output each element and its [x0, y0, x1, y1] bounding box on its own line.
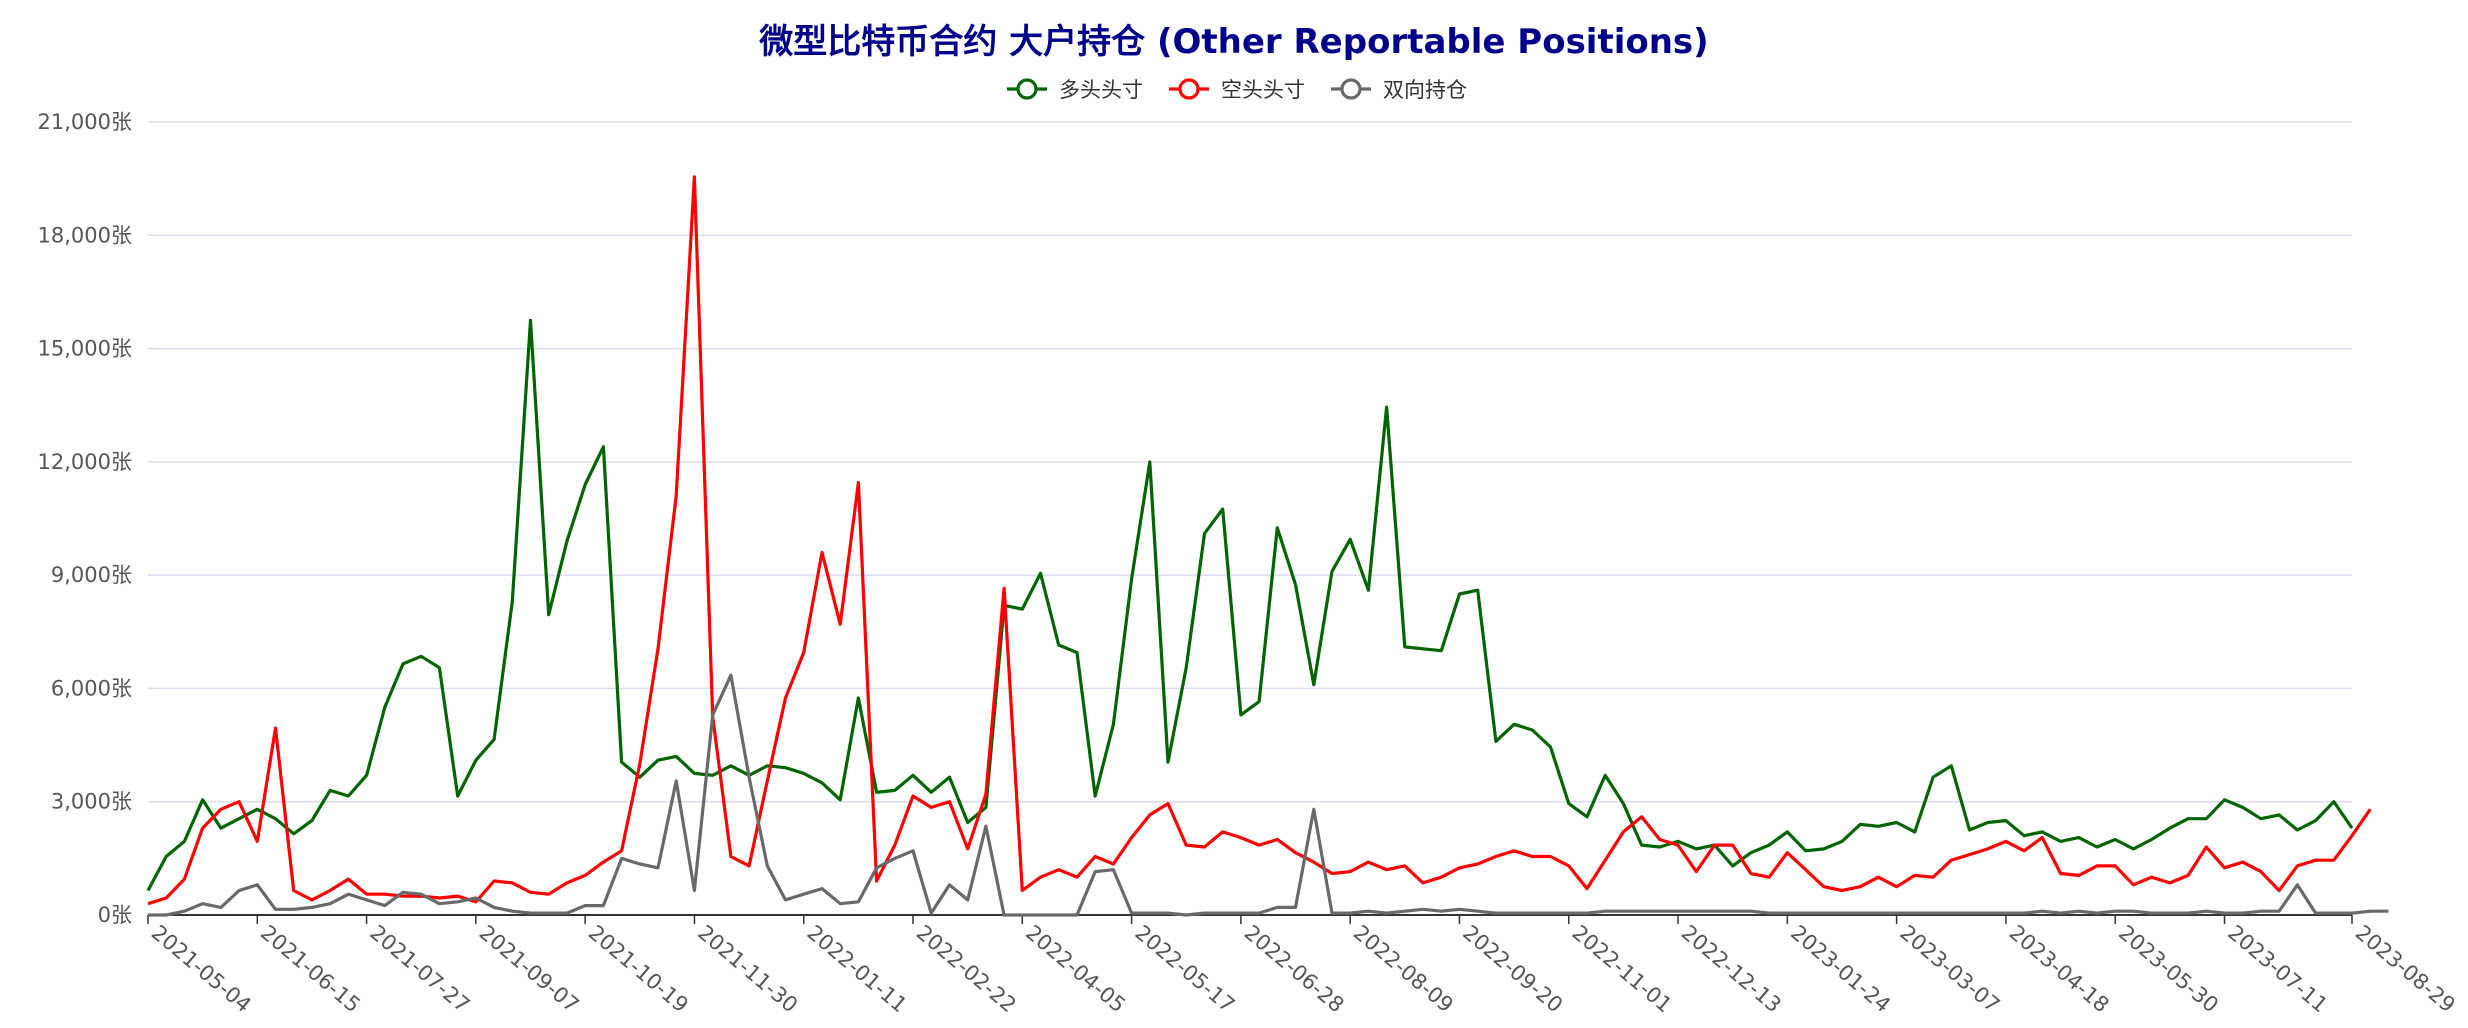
legend-item-1[interactable]: 多头头寸	[1007, 78, 1143, 102]
series-line-3	[148, 673, 2389, 917]
grid-layer	[148, 121, 2352, 916]
x-tick-label: 2023-08-29	[2351, 920, 2460, 1017]
y-axis: 0张 3,000张 6,000张 9,000张 12,000张 15,000张 18,000…	[38, 110, 132, 927]
legend-item-3[interactable]: 双向持仓	[1331, 78, 1467, 102]
x-tick-label: 2021-10-19	[584, 920, 693, 1017]
y-tick-label: 21,000张	[38, 110, 132, 134]
series-line-2	[147, 175, 2372, 906]
chart-title: 微型比特币合约 大户持仓 (Other Reportable Positions…	[759, 22, 1709, 62]
y-tick-label: 3,000张	[51, 790, 132, 814]
series-layer	[146, 175, 2389, 917]
y-tick-label: 12,000张	[38, 450, 132, 474]
x-tick-label: 2022-01-11	[803, 920, 912, 1017]
y-tick-label: 6,000张	[51, 676, 132, 700]
x-tick-label: 2022-08-09	[1349, 920, 1458, 1017]
x-tick-label: 2022-05-17	[1130, 920, 1239, 1017]
x-tick-label: 2021-09-07	[475, 920, 584, 1017]
x-tick-label: 2021-11-30	[693, 920, 802, 1017]
y-tick-label: 0张	[98, 903, 132, 927]
x-tick-label: 2022-09-20	[1458, 920, 1567, 1017]
legend-label: 空头头寸	[1221, 78, 1305, 102]
x-tick-label: 2023-01-24	[1786, 920, 1895, 1017]
x-tick-label: 2023-04-18	[2005, 920, 2114, 1017]
legend-label: 双向持仓	[1383, 78, 1467, 102]
legend-swatch-marker	[1340, 78, 1362, 100]
y-tick-label: 9,000张	[51, 563, 132, 587]
legend-swatch-marker	[1178, 78, 1200, 100]
x-tick-label: 2021-07-27	[365, 920, 474, 1017]
legend-label: 多头头寸	[1059, 78, 1143, 102]
x-axis: 2021-05-04 2021-06-15 2021-07-27 2021-09-07…	[147, 915, 2460, 1017]
x-tick-label: 2023-03-07	[1895, 920, 2004, 1017]
legend-item-2[interactable]: 空头头寸	[1169, 78, 1305, 102]
y-tick-label: 15,000张	[38, 337, 132, 361]
x-tick-label: 2022-02-22	[912, 920, 1021, 1017]
legend[interactable]: 多头头寸 空头头寸 双向持仓	[1007, 78, 1467, 102]
x-tick-label: 2023-05-30	[2114, 920, 2223, 1017]
x-tick-label: 2022-04-05	[1021, 920, 1130, 1017]
series-line-1	[146, 318, 2354, 892]
x-tick-label: 2023-07-11	[2223, 920, 2332, 1017]
x-tick-label: 2021-05-04	[147, 920, 256, 1017]
legend-swatch-marker	[1016, 78, 1038, 100]
x-tick-label: 2022-11-01	[1568, 920, 1677, 1017]
y-tick-label: 18,000张	[38, 223, 132, 247]
x-tick-label: 2022-06-28	[1240, 920, 1349, 1017]
x-tick-label: 2021-06-15	[256, 920, 365, 1017]
x-tick-label: 2022-12-13	[1677, 920, 1786, 1017]
